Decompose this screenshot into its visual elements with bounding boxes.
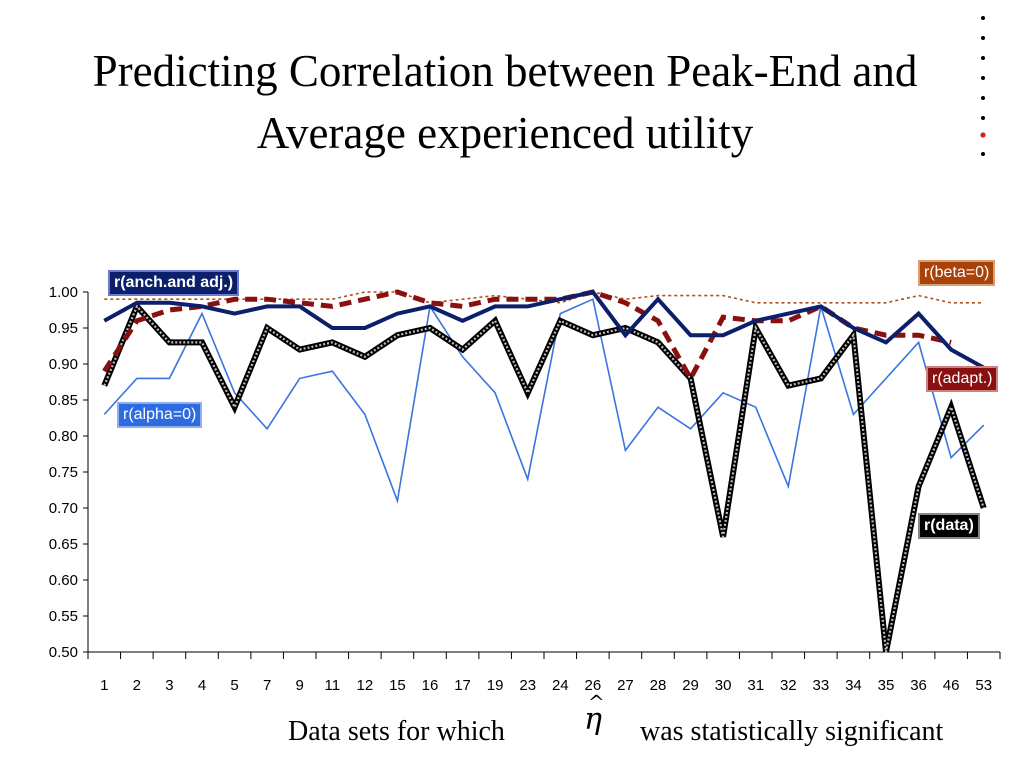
legend-label-alpha: r(alpha=0) bbox=[117, 402, 203, 428]
nav-dot bbox=[981, 36, 985, 40]
y-tick-label: 1.00 bbox=[49, 284, 78, 301]
x-tick-label: 17 bbox=[454, 677, 471, 694]
series-1 bbox=[101, 300, 987, 653]
nav-dot bbox=[981, 152, 985, 156]
series-layer bbox=[101, 289, 987, 653]
x-tick-label: 4 bbox=[198, 677, 206, 694]
legend-label-adapt: r(adapt.) bbox=[926, 366, 999, 392]
legend-label-data: r(data) bbox=[918, 513, 980, 539]
y-tick-label: 0.95 bbox=[49, 320, 78, 337]
y-tick-label: 0.55 bbox=[49, 608, 78, 625]
nav-dot bbox=[981, 76, 985, 80]
y-tick-label: 0.90 bbox=[49, 356, 78, 373]
x-tick-label: 24 bbox=[552, 677, 569, 694]
x-tick-label: 35 bbox=[878, 677, 895, 694]
y-axis: 0.50 0.55 0.60 0.65 0.70 0.75 0.80 0.85 0.90 0.95… bbox=[49, 284, 89, 661]
y-tick-label: 0.85 bbox=[49, 392, 78, 409]
x-tick-label: 46 bbox=[943, 677, 960, 694]
x-tick-label: 26 bbox=[585, 677, 602, 694]
nav-dot bbox=[981, 16, 985, 20]
series-line bbox=[102, 289, 952, 384]
x-tick-label: 5 bbox=[230, 677, 238, 694]
series-3 bbox=[102, 289, 952, 384]
x-tick-label: 15 bbox=[389, 677, 406, 694]
x-tick-label: 2 bbox=[133, 677, 141, 694]
x-tick-label: 31 bbox=[747, 677, 764, 694]
x-axis-caption-left: Data sets for which bbox=[288, 716, 505, 747]
eta-hat-accent: ^ bbox=[588, 690, 605, 714]
x-tick-label: 19 bbox=[487, 677, 504, 694]
x-axis-caption-right: was statistically significant bbox=[640, 716, 944, 747]
x-tick-label: 1 bbox=[100, 677, 108, 694]
y-tick-label: 0.60 bbox=[49, 572, 78, 589]
x-tick-label: 53 bbox=[975, 677, 992, 694]
series-4 bbox=[103, 289, 985, 370]
nav-dot bbox=[981, 96, 985, 100]
x-tick-label: 28 bbox=[650, 677, 667, 694]
y-tick-label: 0.70 bbox=[49, 500, 78, 517]
x-tick-label: 23 bbox=[519, 677, 536, 694]
line-chart: 0.50 0.55 0.60 0.65 0.70 0.75 0.80 0.85 0.90 0.95… bbox=[49, 284, 1001, 694]
series-line bbox=[103, 289, 985, 370]
nav-dot bbox=[981, 116, 985, 120]
x-tick-label: 7 bbox=[263, 677, 271, 694]
y-tick-label: 0.50 bbox=[49, 644, 78, 661]
x-tick-label: 3 bbox=[165, 677, 173, 694]
x-tick-label: 27 bbox=[617, 677, 634, 694]
slide-navigation-dots bbox=[980, 16, 986, 156]
nav-dot-active bbox=[980, 132, 986, 138]
x-tick-label: 12 bbox=[357, 677, 374, 694]
x-tick-label: 29 bbox=[682, 677, 699, 694]
nav-dot bbox=[981, 56, 985, 60]
series-line bbox=[103, 304, 985, 653]
x-tick-label: 11 bbox=[324, 677, 340, 694]
x-tick-label: 9 bbox=[296, 677, 304, 694]
x-tick-label: 32 bbox=[780, 677, 797, 694]
x-tick-label: 16 bbox=[422, 677, 439, 694]
y-tick-label: 0.65 bbox=[49, 536, 78, 553]
y-tick-label: 0.75 bbox=[49, 464, 78, 481]
eta-symbol: η bbox=[584, 702, 602, 737]
y-tick-label: 0.80 bbox=[49, 428, 78, 445]
legend-label-beta: r(beta=0) bbox=[918, 260, 996, 286]
page-title: Predicting Correlation between Peak-End … bbox=[92, 46, 918, 158]
x-tick-label: 34 bbox=[845, 677, 862, 694]
x-tick-label: 33 bbox=[813, 677, 830, 694]
x-tick-label: 30 bbox=[715, 677, 732, 694]
x-tick-label: 36 bbox=[910, 677, 927, 694]
series-line bbox=[101, 300, 987, 653]
legend-label-anch-adj: r(anch.and adj.) bbox=[108, 270, 240, 296]
x-axis: 1 2 3 4 5 7 9 11 12 15 16 17 19 23 24 26 27 28 29 30 31 32 33 3… bbox=[87, 651, 1001, 694]
